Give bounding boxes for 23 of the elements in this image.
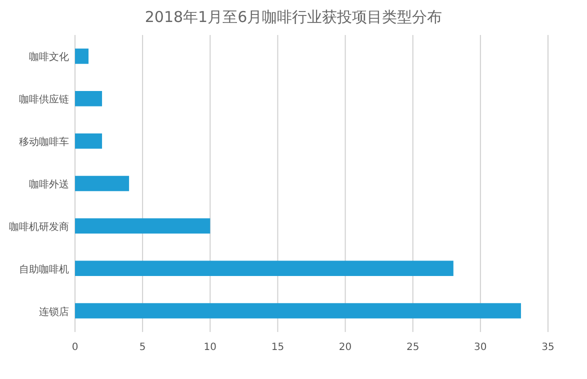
bar bbox=[75, 218, 210, 234]
chart-title: 2018年1月至6月咖啡行业获投项目类型分布 bbox=[144, 8, 442, 26]
y-tick-label: 咖啡机研发商 bbox=[9, 220, 69, 233]
bar bbox=[75, 91, 102, 106]
x-tick-label: 5 bbox=[139, 342, 146, 353]
y-tick-label: 移动咖啡车 bbox=[19, 136, 69, 148]
x-tick-label: 10 bbox=[204, 342, 217, 353]
y-tick-label: 咖啡供应链 bbox=[19, 94, 69, 106]
bar bbox=[75, 176, 130, 192]
bar bbox=[75, 260, 454, 276]
x-tick-label: 35 bbox=[542, 342, 554, 353]
x-tick-label: 15 bbox=[271, 342, 284, 353]
x-tick-label: 30 bbox=[474, 342, 487, 353]
x-tick-label: 0 bbox=[72, 342, 78, 353]
x-tick-label: 20 bbox=[338, 342, 352, 353]
bar bbox=[75, 48, 89, 64]
y-tick-label: 自助咖啡机 bbox=[19, 263, 69, 276]
x-tick-label: 25 bbox=[406, 342, 420, 353]
bar bbox=[75, 303, 521, 318]
y-tick-label: 咖啡文化 bbox=[29, 51, 69, 64]
bar bbox=[75, 133, 102, 149]
y-tick-label: 连锁店 bbox=[39, 306, 69, 318]
y-tick-label: 咖啡外送 bbox=[29, 178, 69, 190]
